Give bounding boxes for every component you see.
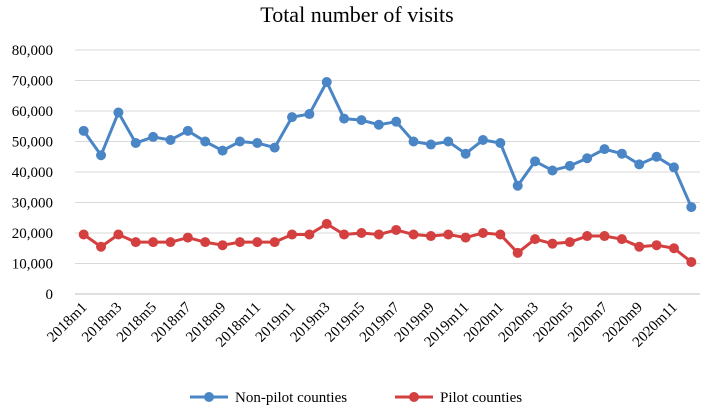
legend-item: Pilot counties xyxy=(395,390,522,406)
data-point xyxy=(599,231,610,242)
data-point xyxy=(252,237,263,248)
data-point xyxy=(651,240,662,251)
legend-swatch-marker xyxy=(409,392,419,402)
y-tick-label: 80,000 xyxy=(12,43,53,59)
data-point xyxy=(477,228,488,238)
data-point xyxy=(252,138,263,149)
data-point xyxy=(287,229,298,240)
data-point xyxy=(200,136,211,147)
data-point xyxy=(234,237,245,248)
data-point xyxy=(321,218,332,229)
data-point xyxy=(113,229,124,240)
data-point xyxy=(599,144,610,155)
data-point xyxy=(634,241,645,252)
data-point xyxy=(182,232,193,243)
data-point xyxy=(287,112,298,123)
data-point xyxy=(234,136,245,147)
data-point xyxy=(460,232,471,243)
data-point xyxy=(425,139,436,150)
data-point xyxy=(512,247,523,258)
series-non-pilot xyxy=(78,77,697,213)
data-point xyxy=(373,119,384,130)
data-point xyxy=(113,107,124,118)
data-point xyxy=(165,237,176,248)
data-point xyxy=(564,160,575,171)
data-point xyxy=(530,156,541,167)
data-point xyxy=(443,136,454,147)
data-point xyxy=(616,148,627,159)
data-point xyxy=(269,142,280,153)
data-point xyxy=(130,138,141,149)
data-point xyxy=(425,231,436,242)
chart-title: Total number of visits xyxy=(260,2,453,27)
data-point xyxy=(582,153,593,164)
legend-label: Non-pilot counties xyxy=(235,390,347,406)
legend: Non-pilot counties Pilot counties xyxy=(190,390,522,406)
data-point xyxy=(495,138,506,149)
data-point xyxy=(391,116,402,127)
data-point xyxy=(130,237,141,248)
data-point xyxy=(564,237,575,248)
data-point xyxy=(443,229,454,240)
data-point xyxy=(616,234,627,245)
y-tick-label: 30,000 xyxy=(12,196,53,212)
data-point xyxy=(148,131,159,142)
y-tick-label: 20,000 xyxy=(12,226,53,242)
data-point xyxy=(269,237,280,248)
data-point xyxy=(512,180,523,191)
series-pilot xyxy=(78,218,697,267)
y-tick-label: 0 xyxy=(46,287,54,303)
legend-label: Pilot counties xyxy=(440,390,522,406)
data-point xyxy=(217,240,228,251)
data-point xyxy=(96,241,107,252)
data-point xyxy=(356,115,367,126)
legend-swatch-marker xyxy=(204,392,214,402)
y-tick-label: 50,000 xyxy=(12,135,53,151)
gridlines xyxy=(75,49,700,295)
data-point xyxy=(339,113,350,124)
data-point xyxy=(78,229,89,240)
data-point xyxy=(668,162,679,173)
data-point xyxy=(408,136,419,147)
data-point xyxy=(634,159,645,170)
data-point xyxy=(651,151,662,162)
data-point xyxy=(686,202,697,213)
data-point xyxy=(96,150,107,161)
y-tick-label: 40,000 xyxy=(12,165,53,181)
series-layer xyxy=(78,77,697,267)
data-point xyxy=(495,229,506,240)
legend-item: Non-pilot counties xyxy=(190,390,347,406)
data-point xyxy=(165,134,176,145)
data-point xyxy=(547,238,558,249)
data-point xyxy=(321,77,332,88)
y-axis: 0 10,000 20,000 30,000 40,000 50,000 60,000 70,… xyxy=(12,43,53,303)
data-point xyxy=(582,231,593,242)
series-line xyxy=(82,80,693,208)
data-point xyxy=(148,237,159,248)
data-point xyxy=(391,224,402,235)
data-point xyxy=(547,165,558,176)
data-point xyxy=(182,125,193,136)
data-point xyxy=(304,109,315,120)
data-point xyxy=(304,229,315,240)
data-point xyxy=(477,134,488,145)
data-point xyxy=(356,228,367,238)
data-point xyxy=(373,229,384,240)
data-point xyxy=(686,256,697,267)
x-axis: 2018m12018m32018m52018m72018m92018m11201… xyxy=(44,299,680,350)
data-point xyxy=(408,229,419,240)
y-tick-label: 70,000 xyxy=(12,74,53,90)
data-point xyxy=(200,237,211,248)
data-point xyxy=(339,229,350,240)
data-point xyxy=(217,145,228,156)
data-point xyxy=(530,234,541,245)
data-point xyxy=(460,148,471,159)
data-point xyxy=(78,125,89,136)
data-point xyxy=(668,243,679,254)
y-tick-label: 60,000 xyxy=(12,104,53,120)
y-tick-label: 10,000 xyxy=(12,257,53,273)
